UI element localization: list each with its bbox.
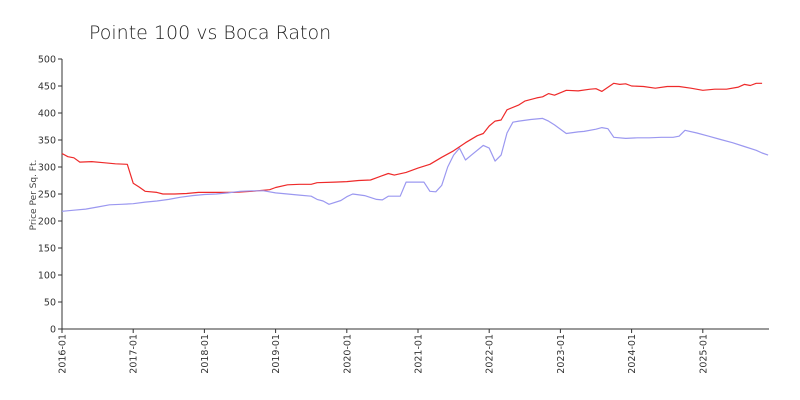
x-tick-label: 2020-01 xyxy=(342,334,353,374)
chart-title: Pointe 100 vs Boca Raton xyxy=(89,22,331,44)
x-tick-label: 2022-01 xyxy=(485,334,496,374)
y-tick-label: 0 xyxy=(50,325,56,336)
y-tick-label: 300 xyxy=(38,163,56,174)
x-tick-label: 2024-01 xyxy=(627,334,638,374)
x-tick-label: 2018-01 xyxy=(200,334,211,374)
axes: 0 50 100 150 200 250 300 350 400 450 500 2016-01 201… xyxy=(38,55,769,374)
y-tick-label: 450 xyxy=(38,82,56,93)
x-tick-label: 2019-01 xyxy=(271,334,282,374)
series-line-2 xyxy=(61,117,769,212)
y-axis-label: Price Per Sq. Ft. xyxy=(29,160,39,231)
y-tick-label: 400 xyxy=(38,109,56,120)
y-tick-label: 50 xyxy=(44,298,56,309)
y-tick-label: 500 xyxy=(38,55,56,66)
x-tick-label: 2017-01 xyxy=(129,334,140,374)
x-tick-label: 2021-01 xyxy=(414,334,425,374)
series-line-1 xyxy=(61,82,763,195)
y-tick-label: 350 xyxy=(38,136,56,147)
x-tick-label: 2016-01 xyxy=(58,334,69,374)
y-tick-label: 100 xyxy=(38,271,56,282)
y-tick-label: 200 xyxy=(38,217,56,228)
series-layer xyxy=(61,82,769,212)
y-tick-label: 150 xyxy=(38,244,56,255)
x-tick-label: 2023-01 xyxy=(556,334,567,374)
x-tick-label: 2025-01 xyxy=(698,334,709,374)
y-tick-label: 250 xyxy=(38,190,56,201)
